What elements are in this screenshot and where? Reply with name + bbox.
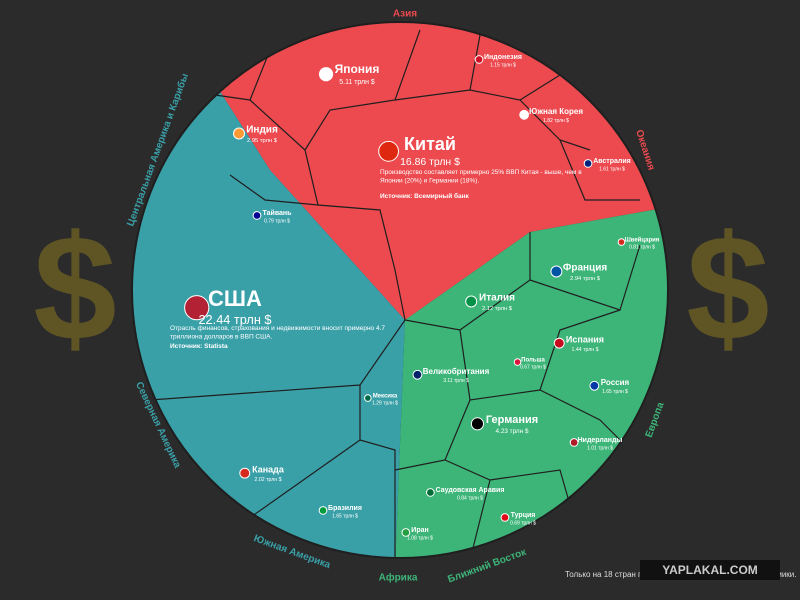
flag [184, 295, 210, 321]
country-value: 1.82 трлн $ [543, 118, 569, 124]
flag [318, 506, 328, 515]
note-text: Источник: Всемирный банк [380, 192, 470, 200]
country-name: Бразилия [328, 505, 362, 512]
country-value: 1.65 трлн $ [602, 389, 628, 395]
flag [465, 295, 478, 308]
note-text: Источник: Statista [170, 343, 228, 350]
region-label: Азия [393, 9, 417, 20]
country-name: Южная Корея [529, 107, 583, 116]
flag [569, 438, 579, 447]
country-value: 0.81 трлн $ [629, 244, 655, 250]
country-value: 2.02 трлн $ [254, 477, 281, 483]
country-name: Швейцария [625, 237, 660, 244]
flag [470, 417, 485, 431]
country-value: 22.44 трлн $ [198, 312, 271, 327]
country-value: 1.61 трлн $ [599, 166, 625, 172]
note: Источник: Statista [170, 343, 228, 350]
flag [318, 67, 334, 82]
country-name: Россия [601, 378, 630, 387]
note: Отрасль финансов, страхования и недвижим… [170, 325, 385, 340]
flag [589, 380, 600, 391]
note-text: Отрасль финансов, страхования и недвижим… [170, 325, 385, 340]
flag [252, 211, 262, 220]
voronoi [132, 22, 668, 558]
country-name: Германия [486, 414, 538, 426]
region-label: Африка [379, 572, 418, 584]
country-value: 3.11 трлн $ [443, 378, 469, 384]
country-value: 0.84 трлн $ [457, 495, 483, 501]
country-value: 5.11 трлн $ [339, 79, 375, 86]
flag [233, 127, 245, 140]
country-name: Франция [563, 263, 608, 274]
country-name: Тайвань [263, 209, 293, 217]
country-name: Индонезия [484, 54, 522, 61]
country-name: Индия [246, 125, 278, 136]
country-name: Япония [335, 62, 380, 76]
country-value: 0.79 трлн $ [264, 218, 290, 224]
flag [617, 238, 626, 246]
flag [239, 467, 251, 479]
country-name: США [208, 286, 262, 311]
country-value: 2.94 трлн $ [570, 276, 601, 282]
country-name: Канада [252, 464, 285, 474]
country-value: 1.44 трлн $ [571, 347, 598, 353]
outline [131, 21, 669, 559]
country-value: 1.01 трлн $ [587, 445, 613, 451]
country-value: 1.65 трлн $ [332, 513, 358, 519]
flag [412, 369, 423, 380]
flag [553, 337, 565, 349]
flag [513, 358, 522, 366]
country-name: Китай [404, 134, 456, 154]
flag [401, 528, 411, 537]
note-text: Производство составляет примерно 25% ВВП… [380, 169, 582, 184]
dollar-sign: $ [33, 204, 116, 372]
country-name: Мексика [373, 394, 398, 400]
country-name: Саудовская Аравия [436, 487, 505, 494]
flag [550, 265, 563, 278]
watermark-box [640, 560, 780, 580]
flag [364, 394, 372, 402]
flag [426, 488, 435, 497]
country-value: 0.69 трлн $ [510, 520, 536, 526]
flag [378, 140, 400, 162]
note: Производство составляет примерно 25% ВВП… [380, 169, 582, 184]
flag [583, 159, 593, 168]
country-name: Австралия [593, 158, 631, 165]
country-value: 2.95 трлн $ [247, 138, 278, 144]
country-value: 1.15 трлн $ [490, 62, 516, 68]
america-cell [132, 22, 405, 558]
flag [519, 109, 530, 120]
country-name: Иран [411, 527, 428, 534]
country-value: 2.12 трлн $ [482, 306, 513, 312]
watermark: YAPLAKAL.COM [662, 563, 758, 577]
cell-borders [149, 24, 641, 558]
dollar-sign: $ [686, 204, 769, 372]
country-name: Нидерланды [578, 437, 623, 444]
flag [474, 55, 484, 64]
note: Источник: Всемирный банк [380, 192, 470, 200]
country-value: 4.23 трлн $ [496, 428, 529, 435]
country-value: 1.08 трлн $ [407, 535, 433, 541]
country-name: Испания [566, 334, 604, 344]
flag [500, 513, 510, 522]
asia-cell [150, 22, 668, 320]
country-name: Италия [479, 293, 515, 304]
country-name: Польша [521, 358, 545, 364]
country-value: 0.67 трлн $ [520, 364, 546, 370]
country-value: 1.29 трлн $ [372, 400, 398, 406]
country-name: Турция [511, 512, 536, 519]
country-name: Великобритания [423, 367, 490, 376]
country-value: 16.86 трлн $ [400, 157, 460, 168]
